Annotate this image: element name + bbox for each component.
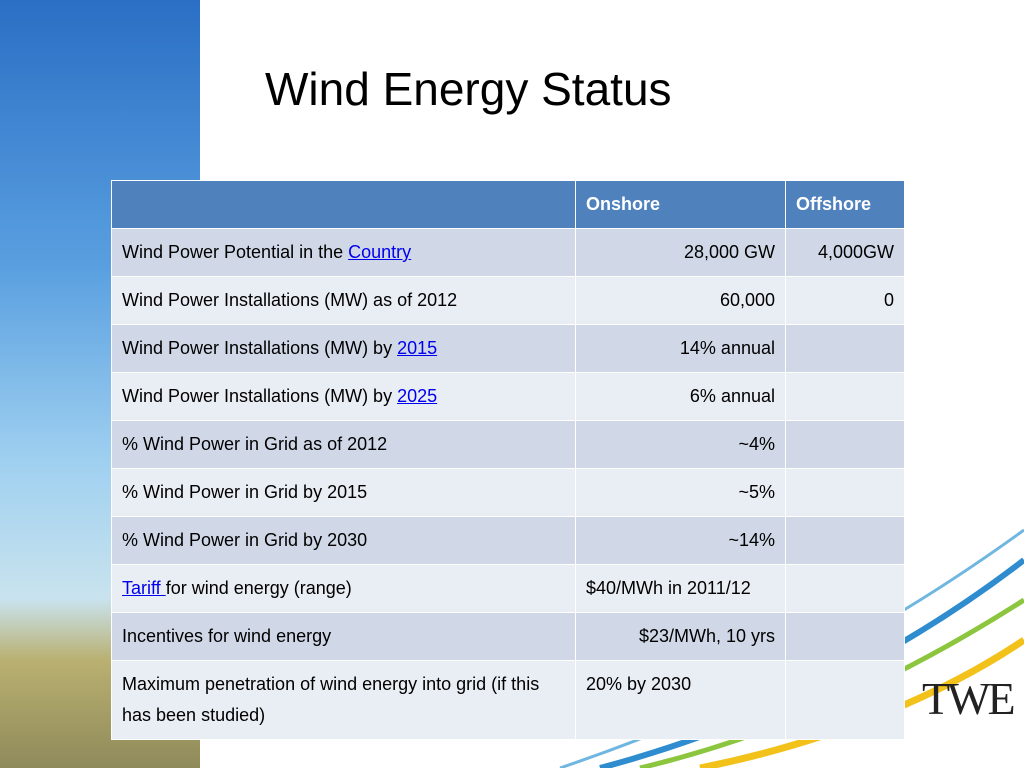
link[interactable]: Tariff bbox=[122, 578, 166, 598]
table-cell bbox=[785, 324, 905, 373]
table-cell: % Wind Power in Grid as of 2012 bbox=[111, 420, 576, 469]
table-cell bbox=[785, 516, 905, 565]
table-cell: ~14% bbox=[575, 516, 786, 565]
text: Wind Power Installations (MW) as of 2012 bbox=[122, 290, 458, 310]
table-row: Wind Power Installations (MW) by 2025 6% … bbox=[111, 372, 905, 421]
table-row: Incentives for wind energy $23/MWh, 10 yr… bbox=[111, 612, 905, 661]
table-row: % Wind Power in Grid as of 2012 ~4% bbox=[111, 420, 905, 469]
table-cell: 0 bbox=[785, 276, 905, 325]
table-cell: 28,000 GW bbox=[575, 228, 786, 277]
table-cell: Maximum penetration of wind energy into … bbox=[111, 660, 576, 740]
link[interactable]: Country bbox=[348, 242, 412, 262]
table-cell: Tariff for wind energy (range) bbox=[111, 564, 576, 613]
text: % Wind Power in Grid by 2015 bbox=[122, 482, 368, 502]
text: % Wind Power in Grid as of 2012 bbox=[122, 434, 388, 454]
table-cell bbox=[785, 372, 905, 421]
table-cell: 60,000 bbox=[575, 276, 786, 325]
text: Wind Power Installations (MW) by bbox=[122, 386, 398, 406]
text: % Wind Power in Grid by 2030 bbox=[122, 530, 368, 550]
title: Wind Energy Status bbox=[265, 63, 672, 115]
text: for wind energy (range) bbox=[165, 578, 352, 598]
table-cell bbox=[785, 612, 905, 661]
text: Wind Power Potential in the bbox=[122, 242, 349, 262]
logo: TWE bbox=[922, 673, 1016, 724]
text: Incentives for wind energy bbox=[122, 626, 332, 646]
table-cell: 4,000GW bbox=[785, 228, 905, 277]
table-cell: Wind Power Potential in the Country bbox=[111, 228, 576, 277]
table-cell bbox=[785, 468, 905, 517]
text: Wind Power Installations (MW) by bbox=[122, 338, 398, 358]
table-cell: 20% by 2030 bbox=[575, 660, 786, 740]
table-cell: % Wind Power in Grid by 2030 bbox=[111, 516, 576, 565]
header-row: Onshore Offshore bbox=[111, 180, 905, 229]
table-row: Tariff for wind energy (range) $40/MWh in… bbox=[111, 564, 905, 613]
table-row: % Wind Power in Grid by 2030 ~14% bbox=[111, 516, 905, 565]
table-cell: $23/MWh, 10 yrs bbox=[575, 612, 786, 661]
table-cell bbox=[785, 660, 905, 740]
table-cell: % Wind Power in Grid by 2015 bbox=[111, 468, 576, 517]
header-cell: Offshore bbox=[785, 180, 905, 229]
table-cell: $40/MWh in 2011/12 bbox=[575, 564, 786, 613]
table-row: Wind Power Potential in the Country 28,00… bbox=[111, 228, 905, 277]
table-cell: ~5% bbox=[575, 468, 786, 517]
link[interactable]: 2025 bbox=[397, 386, 438, 406]
table-cell bbox=[785, 564, 905, 613]
table-row: % Wind Power in Grid by 2015 ~5% bbox=[111, 468, 905, 517]
table-row: Wind Power Installations (MW) as of 2012… bbox=[111, 276, 905, 325]
table-cell: Wind Power Installations (MW) by 2015 bbox=[111, 324, 576, 373]
table-cell: Wind Power Installations (MW) by 2025 bbox=[111, 372, 576, 421]
table-cell: Wind Power Installations (MW) as of 2012 bbox=[111, 276, 576, 325]
table-row: Wind Power Installations (MW) by 2015 14%… bbox=[111, 324, 905, 373]
table-cell: ~4% bbox=[575, 420, 786, 469]
header-cell: Onshore bbox=[575, 180, 786, 229]
table-cell: 6% annual bbox=[575, 372, 786, 421]
link[interactable]: 2015 bbox=[397, 338, 438, 358]
header-cell bbox=[111, 180, 576, 229]
text: Maximum penetration of wind energy into … bbox=[122, 674, 540, 725]
table-cell: Incentives for wind energy bbox=[111, 612, 576, 661]
table-cell bbox=[785, 420, 905, 469]
status-table: Onshore Offshore Wind Power Potential in t… bbox=[111, 180, 905, 740]
table-cell: 14% annual bbox=[575, 324, 786, 373]
table-row: Maximum penetration of wind energy into … bbox=[111, 660, 905, 740]
